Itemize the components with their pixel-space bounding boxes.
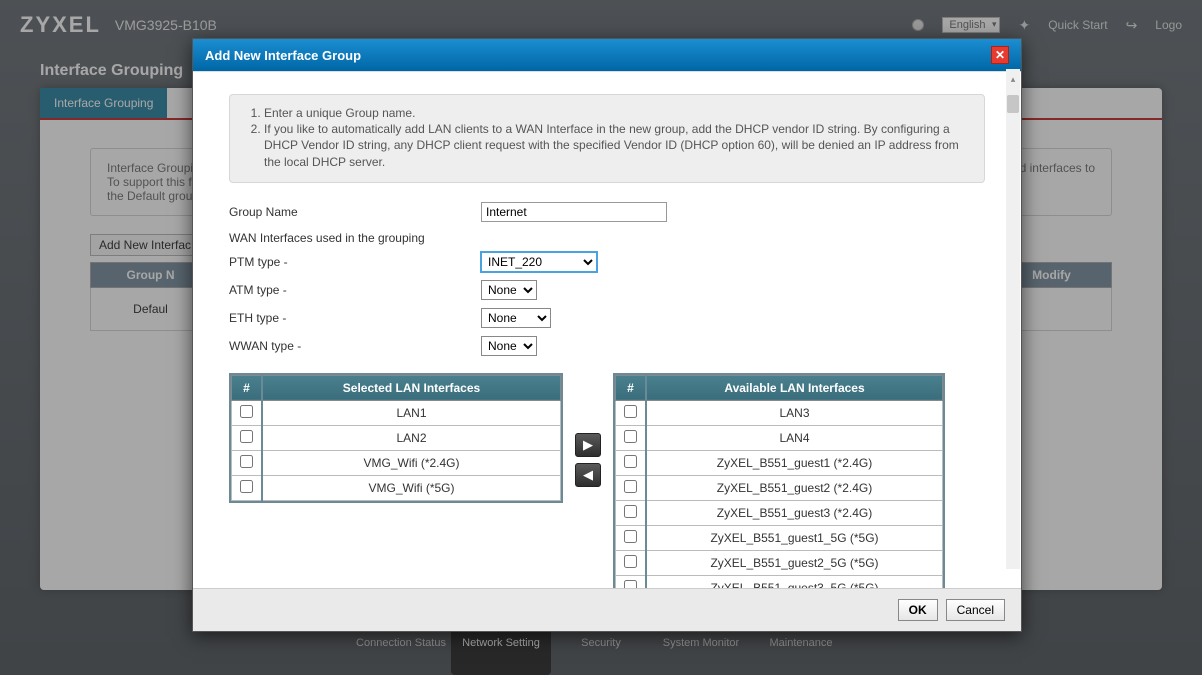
list-item: VMG_Wifi (*2.4G) — [232, 450, 561, 475]
list-item: ZyXEL_B551_guest3 (*2.4G) — [616, 500, 943, 525]
label-atm: ATM type - — [229, 283, 481, 297]
available-checkbox-4[interactable] — [624, 505, 637, 518]
list-item: LAN1 — [232, 400, 561, 425]
form-area: Group Name WAN Interfaces used in the gr… — [229, 201, 985, 588]
select-wwan[interactable]: None — [481, 336, 537, 356]
label-eth: ETH type - — [229, 311, 481, 325]
list-item: VMG_Wifi (*5G) — [232, 475, 561, 500]
selected-hash-header: # — [232, 375, 263, 400]
available-checkbox-2[interactable] — [624, 455, 637, 468]
label-ptm: PTM type - — [229, 255, 481, 269]
available-item-1: LAN4 — [646, 425, 943, 450]
cancel-button[interactable]: Cancel — [946, 599, 1005, 621]
input-group-name[interactable] — [481, 202, 667, 222]
available-checkbox-3[interactable] — [624, 480, 637, 493]
instruction-2: If you like to automatically add LAN cli… — [264, 121, 968, 170]
selected-item-0: LAN1 — [262, 400, 561, 425]
available-lan-list: #Available LAN Interfaces LAN3 LAN4 ZyXE… — [613, 373, 945, 588]
selected-checkbox-3[interactable] — [240, 480, 253, 493]
available-header: Available LAN Interfaces — [646, 375, 943, 400]
scroll-thumb[interactable] — [1007, 95, 1019, 113]
selected-item-1: LAN2 — [262, 425, 561, 450]
modal-scrollbar[interactable] — [1006, 69, 1020, 569]
move-left-button[interactable]: ◀ — [575, 463, 601, 487]
modal-title-bar: Add New Interface Group ✕ — [193, 39, 1021, 71]
label-wan-used: WAN Interfaces used in the grouping — [229, 231, 985, 245]
modal-footer: OK Cancel — [193, 588, 1021, 631]
add-interface-group-modal: Add New Interface Group ✕ Enter a unique… — [192, 38, 1022, 632]
available-checkbox-6[interactable] — [624, 555, 637, 568]
modal-title-text: Add New Interface Group — [205, 48, 361, 63]
list-item: ZyXEL_B551_guest1_5G (*5G) — [616, 525, 943, 550]
available-item-3: ZyXEL_B551_guest2 (*2.4G) — [646, 475, 943, 500]
list-item: ZyXEL_B551_guest3_5G (*5G) — [616, 575, 943, 588]
scroll-up-icon[interactable]: ▴ — [1007, 71, 1019, 87]
available-checkbox-0[interactable] — [624, 405, 637, 418]
close-icon[interactable]: ✕ — [991, 46, 1009, 64]
available-item-2: ZyXEL_B551_guest1 (*2.4G) — [646, 450, 943, 475]
list-item: ZyXEL_B551_guest1 (*2.4G) — [616, 450, 943, 475]
available-item-0: LAN3 — [646, 400, 943, 425]
transfer-arrows: ▶ ◀ — [575, 373, 601, 487]
select-ptm[interactable]: INET_220 — [481, 252, 597, 272]
list-item: ZyXEL_B551_guest2_5G (*5G) — [616, 550, 943, 575]
dual-list: #Selected LAN Interfaces LAN1 LAN2 VMG_W… — [229, 373, 985, 588]
selected-header: Selected LAN Interfaces — [262, 375, 561, 400]
list-item: LAN4 — [616, 425, 943, 450]
list-item: LAN2 — [232, 425, 561, 450]
list-item: LAN3 — [616, 400, 943, 425]
selected-checkbox-1[interactable] — [240, 430, 253, 443]
label-wwan: WWAN type - — [229, 339, 481, 353]
select-atm[interactable]: None — [481, 280, 537, 300]
selected-item-3: VMG_Wifi (*5G) — [262, 475, 561, 500]
available-hash-header: # — [616, 375, 647, 400]
selected-checkbox-0[interactable] — [240, 405, 253, 418]
available-checkbox-1[interactable] — [624, 430, 637, 443]
available-item-7: ZyXEL_B551_guest3_5G (*5G) — [646, 575, 943, 588]
select-eth[interactable]: None — [481, 308, 551, 328]
modal-body: Enter a unique Group name. If you like t… — [193, 71, 1021, 588]
list-item: ZyXEL_B551_guest2 (*2.4G) — [616, 475, 943, 500]
selected-checkbox-2[interactable] — [240, 455, 253, 468]
available-checkbox-7[interactable] — [624, 580, 637, 588]
move-right-button[interactable]: ▶ — [575, 433, 601, 457]
ok-button[interactable]: OK — [898, 599, 938, 621]
label-group-name: Group Name — [229, 205, 481, 219]
instructions-box: Enter a unique Group name. If you like t… — [229, 94, 985, 183]
selected-lan-list: #Selected LAN Interfaces LAN1 LAN2 VMG_W… — [229, 373, 563, 503]
available-item-4: ZyXEL_B551_guest3 (*2.4G) — [646, 500, 943, 525]
available-item-5: ZyXEL_B551_guest1_5G (*5G) — [646, 525, 943, 550]
instruction-1: Enter a unique Group name. — [264, 105, 968, 121]
available-checkbox-5[interactable] — [624, 530, 637, 543]
available-item-6: ZyXEL_B551_guest2_5G (*5G) — [646, 550, 943, 575]
selected-item-2: VMG_Wifi (*2.4G) — [262, 450, 561, 475]
